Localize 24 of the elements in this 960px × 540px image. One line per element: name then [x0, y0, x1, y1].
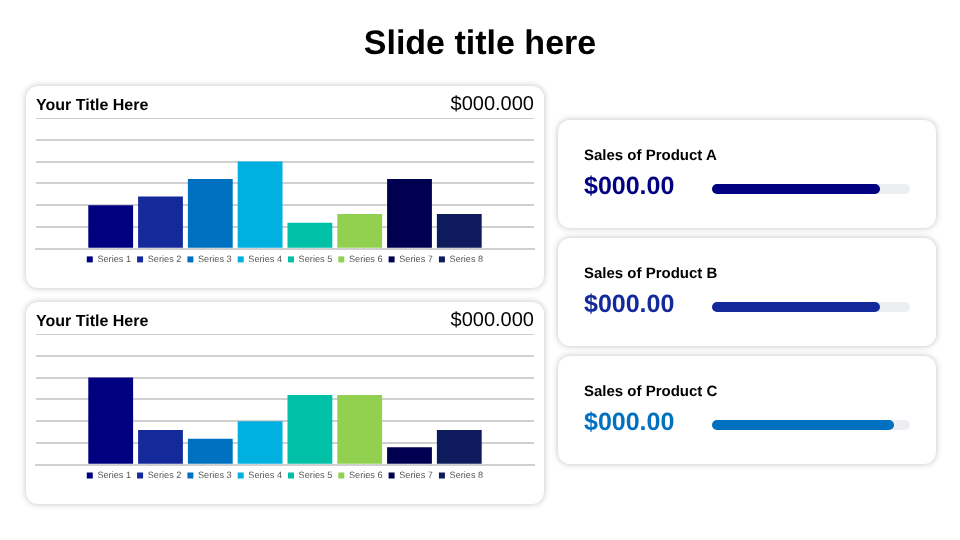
text: Slide title here — [361, 24, 599, 64]
bar — [287, 395, 333, 464]
bar — [387, 447, 432, 464]
chart-title: Your Title Here — [36, 96, 149, 114]
bar — [436, 213, 482, 248]
bar — [387, 179, 432, 248]
text: $000.000 — [450, 94, 534, 116]
chart-title: Your Title Here — [36, 312, 149, 330]
bar — [187, 438, 233, 464]
text: $000.000 — [450, 310, 534, 332]
bar — [138, 429, 183, 464]
text: $000.00 — [584, 290, 675, 318]
bar — [138, 196, 183, 248]
bar — [337, 213, 383, 248]
bar — [237, 161, 283, 248]
text: $000.00 — [584, 408, 675, 436]
bar — [436, 429, 482, 464]
bar — [237, 421, 283, 464]
bar — [88, 377, 134, 464]
bar — [187, 179, 233, 248]
bar — [88, 205, 134, 248]
bar — [287, 222, 333, 248]
bar — [337, 395, 383, 464]
text: $000.00 — [584, 172, 675, 200]
